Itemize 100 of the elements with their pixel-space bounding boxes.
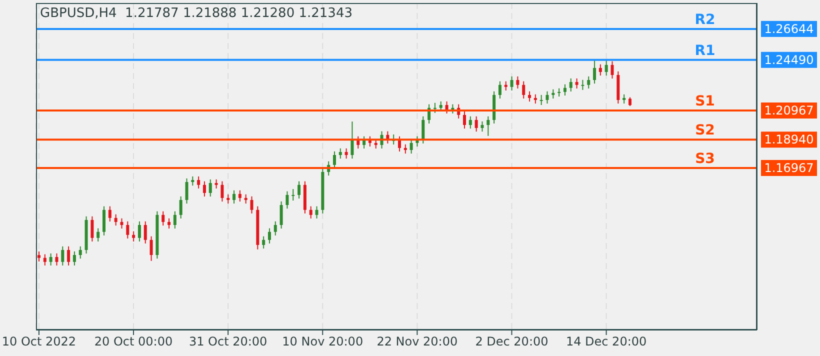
candlestick	[55, 252, 58, 266]
ref-line-label: S2	[695, 122, 715, 139]
candlestick	[510, 76, 514, 91]
y-tick-label: 1.18940	[764, 132, 814, 147]
candlestick	[208, 178, 212, 198]
candlestick	[168, 218, 171, 230]
candlestick	[132, 230, 136, 242]
candlestick	[498, 80, 502, 100]
candlestick	[604, 59, 608, 76]
candlestick	[96, 228, 100, 242]
candlestick	[575, 78, 578, 89]
candlestick	[622, 94, 626, 104]
candlestick	[410, 138, 413, 154]
candlestick	[150, 236, 153, 262]
candlestick	[480, 120, 484, 132]
candlestick	[72, 250, 76, 266]
candlestick	[534, 94, 537, 104]
candlestick	[144, 220, 147, 244]
y-tick-label: 1.20967	[764, 104, 814, 118]
x-tick-label: 14 Dec 20:00	[566, 334, 647, 349]
candlestick	[463, 110, 466, 130]
candlestick	[274, 220, 277, 236]
y-tick-label: 1.24490	[764, 52, 814, 67]
candlestick	[504, 80, 508, 91]
candlestick	[38, 251, 40, 262]
candlestick	[191, 176, 194, 186]
x-tick-label: 20 Oct 00:00	[94, 334, 173, 349]
candlestick	[350, 121, 354, 160]
candlestick	[362, 136, 366, 150]
candlestick	[226, 194, 230, 204]
ref-line-label: S1	[695, 94, 715, 110]
candlestick	[67, 246, 70, 266]
candlestick	[598, 64, 602, 76]
candlestick	[528, 90, 532, 102]
candlestick	[286, 190, 289, 210]
candlestick	[298, 180, 301, 200]
candlestick	[102, 206, 106, 236]
candlestick	[563, 84, 566, 96]
candlestick	[422, 116, 425, 144]
candlestick	[268, 228, 271, 244]
candlestick	[581, 79, 584, 90]
x-tick-label: 22 Nov 20:00	[376, 334, 458, 349]
candlestick	[49, 252, 52, 266]
ref-line-label: R1	[694, 42, 716, 59]
ref-line-label: R2	[694, 12, 716, 28]
candlestick	[546, 90, 549, 104]
candlestick	[445, 100, 448, 114]
candlestick	[338, 148, 342, 160]
ref-line-label: S3	[695, 150, 715, 167]
candlestick	[126, 220, 130, 239]
candlestick	[250, 196, 254, 214]
candlestick	[197, 176, 200, 189]
candlestick	[179, 196, 182, 220]
candlestick	[398, 136, 401, 152]
candlestick	[108, 206, 112, 222]
chart-title: GBPUSD,H4 1.21787 1.21888 1.21280 1.21343	[40, 6, 352, 21]
candlestick	[356, 136, 360, 150]
candlestick	[486, 116, 490, 136]
candlestick	[522, 80, 526, 100]
candlestick	[90, 216, 94, 242]
y-tick-label: 1.26644	[764, 22, 814, 36]
candlestick	[309, 206, 312, 220]
x-tick-label: 10 Oct 2022	[2, 334, 76, 349]
candlestick	[332, 150, 336, 170]
candlestick	[220, 180, 224, 202]
candlestick	[78, 246, 82, 260]
candlestick	[61, 246, 64, 266]
candlestick	[540, 94, 543, 106]
candlestick	[474, 116, 478, 132]
candlestick	[262, 236, 266, 250]
candlestick	[214, 178, 218, 189]
candlestick	[593, 60, 596, 84]
candlestick	[552, 88, 555, 100]
x-tick-label: 10 Nov 20:00	[282, 334, 364, 349]
candlestick	[238, 190, 242, 202]
candlestick	[43, 254, 46, 266]
x-tick-label: 2 Dec 20:00	[475, 334, 548, 349]
candlestick	[173, 210, 176, 230]
y-tick-label: 1.16967	[764, 160, 814, 175]
candlestick	[162, 210, 165, 226]
candlestick	[433, 102, 436, 114]
candlestick	[374, 138, 378, 150]
candlestick	[344, 148, 348, 160]
candlestick	[114, 214, 118, 226]
candlestick	[516, 76, 520, 89]
candlestick	[468, 116, 472, 130]
candlestick	[280, 200, 283, 230]
candlestick	[292, 188, 295, 202]
candlestick	[315, 206, 318, 220]
candlestick	[244, 194, 248, 204]
candlestick	[569, 78, 572, 92]
candlestick	[120, 218, 124, 230]
candlestick	[404, 144, 407, 154]
candlestick	[138, 220, 141, 242]
x-tick-label: 31 Oct 20:00	[188, 334, 268, 349]
candlestick	[587, 76, 590, 89]
candlestick	[202, 180, 206, 198]
candlestick	[185, 178, 188, 204]
candlestick	[232, 190, 236, 204]
candlestick	[610, 60, 614, 80]
